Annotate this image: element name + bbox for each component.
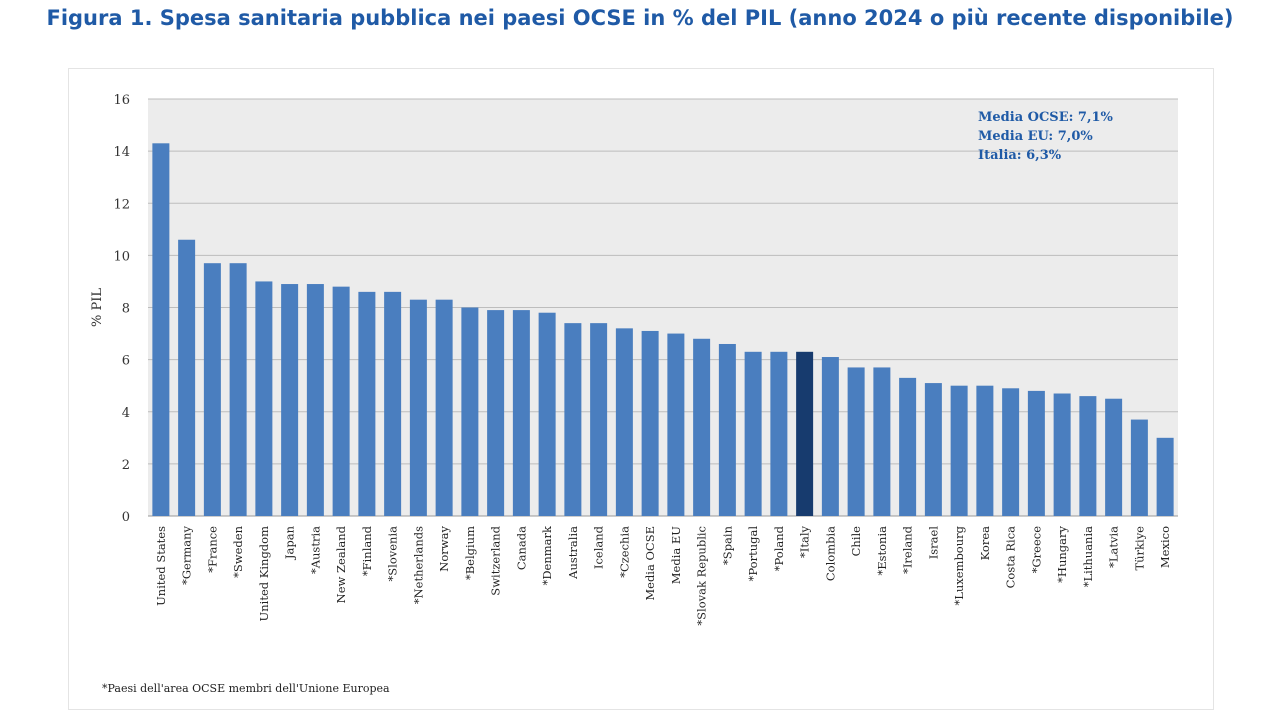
bar — [1027, 390, 1045, 516]
bar — [1105, 398, 1123, 516]
bar — [796, 351, 814, 516]
bar — [152, 143, 170, 516]
bar — [1079, 396, 1097, 516]
bar — [899, 377, 917, 516]
bar — [976, 385, 994, 516]
x-tick-label: *France — [205, 526, 219, 573]
bar — [924, 383, 942, 516]
footnote: *Paesi dell'area OCSE membri dell'Unione… — [102, 682, 390, 695]
annotation-label: Media OCSE: 7,1% — [978, 110, 1114, 125]
x-tick-label: *Estonia — [875, 526, 889, 576]
x-tick-label: *Czechia — [617, 526, 631, 578]
bar — [590, 323, 608, 516]
bar — [306, 284, 324, 516]
x-tick-label: *Spain — [720, 525, 734, 565]
bar — [332, 286, 350, 516]
bar — [1130, 419, 1148, 516]
y-tick-label: 10 — [113, 249, 130, 264]
y-tick-label: 0 — [122, 510, 130, 525]
x-tick-label: Japan — [283, 525, 297, 560]
y-tick-label: 14 — [113, 145, 130, 160]
x-tick-label: *Luxembourg — [952, 525, 966, 605]
bar — [873, 367, 891, 516]
x-tick-label: *Latvia — [1107, 526, 1121, 568]
x-tick-label: Korea — [978, 526, 992, 561]
bar — [564, 323, 582, 516]
bar — [821, 357, 839, 516]
x-tick-label: *Hungary — [1055, 526, 1069, 583]
x-tick-label: Colombia — [823, 526, 837, 581]
bar — [203, 263, 221, 516]
x-tick-label: *Sweden — [231, 525, 245, 577]
x-tick-label: *Ireland — [901, 525, 915, 574]
bar — [229, 263, 247, 516]
x-tick-label: *Lithuania — [1081, 526, 1095, 587]
x-tick-label: Costa Rica — [1004, 526, 1018, 589]
x-tick-label: Media OCSE — [643, 526, 657, 601]
bar — [1053, 393, 1071, 516]
x-tick-label: Iceland — [592, 525, 606, 569]
y-tick-label: 12 — [113, 197, 130, 212]
bar — [384, 291, 402, 516]
x-tick-label: Israel — [926, 526, 940, 560]
x-tick-label: *Finland — [360, 525, 374, 576]
bar — [615, 328, 633, 516]
x-tick-label: Switzerland — [489, 525, 503, 595]
y-axis-label: % PIL — [90, 288, 105, 327]
bar — [255, 281, 273, 516]
bar — [950, 385, 968, 516]
x-tick-label: *Poland — [772, 525, 786, 571]
x-tick-label: Türkiye — [1132, 526, 1146, 571]
x-tick-label: *Austria — [308, 526, 322, 574]
x-tick-label: Norway — [437, 526, 451, 572]
x-tick-label: Canada — [514, 526, 528, 570]
y-tick-label: 6 — [122, 354, 130, 369]
bar — [512, 310, 530, 516]
x-tick-label: Chile — [849, 526, 863, 557]
bar — [461, 307, 479, 516]
bar — [744, 351, 762, 516]
bar — [409, 299, 427, 516]
bar — [358, 291, 376, 516]
y-tick-label: 16 — [113, 93, 130, 108]
x-tick-label: *Italy — [798, 526, 812, 558]
annotation-label: Italia: 6,3% — [978, 148, 1062, 163]
bar — [487, 310, 505, 516]
y-tick-label: 2 — [122, 458, 130, 473]
x-tick-label: Australia — [566, 526, 580, 580]
x-tick-label: *Belgium — [463, 526, 477, 580]
x-tick-label: *Netherlands — [411, 526, 425, 604]
bar — [847, 367, 865, 516]
bar — [281, 284, 299, 516]
bar — [1156, 437, 1174, 516]
x-tick-label: *Slovenia — [386, 526, 400, 582]
x-tick-label: United Kingdom — [257, 526, 271, 622]
x-tick-label: Mexico — [1158, 526, 1172, 568]
figure-title: Figura 1. Spesa sanitaria pubblica nei p… — [46, 6, 1234, 30]
x-tick-label: *Greece — [1029, 526, 1043, 573]
bar — [693, 338, 711, 516]
y-tick-label: 8 — [122, 302, 130, 317]
bar — [667, 333, 685, 516]
x-tick-label: Media EU — [669, 526, 683, 585]
x-tick-label: *Denmark — [540, 525, 554, 585]
bar — [435, 299, 453, 516]
bar — [1002, 388, 1020, 516]
x-tick-label: United States — [154, 526, 168, 606]
x-tick-label: *Germany — [180, 525, 194, 584]
bar — [770, 351, 788, 516]
bar — [538, 312, 556, 516]
y-tick-label: 4 — [122, 406, 130, 421]
bar — [718, 343, 736, 516]
x-tick-label: *Portugal — [746, 526, 760, 582]
x-tick-label: New Zealand — [334, 525, 348, 603]
x-tick-label: *Slovak Republic — [695, 526, 709, 626]
bar — [178, 239, 196, 517]
bar — [641, 330, 659, 516]
annotation-label: Media EU: 7,0% — [978, 129, 1093, 144]
